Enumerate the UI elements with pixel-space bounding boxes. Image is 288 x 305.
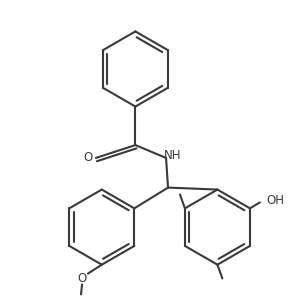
Text: NH: NH xyxy=(164,149,182,163)
Text: O: O xyxy=(77,272,87,285)
Text: OH: OH xyxy=(267,194,285,207)
Text: O: O xyxy=(83,152,92,164)
